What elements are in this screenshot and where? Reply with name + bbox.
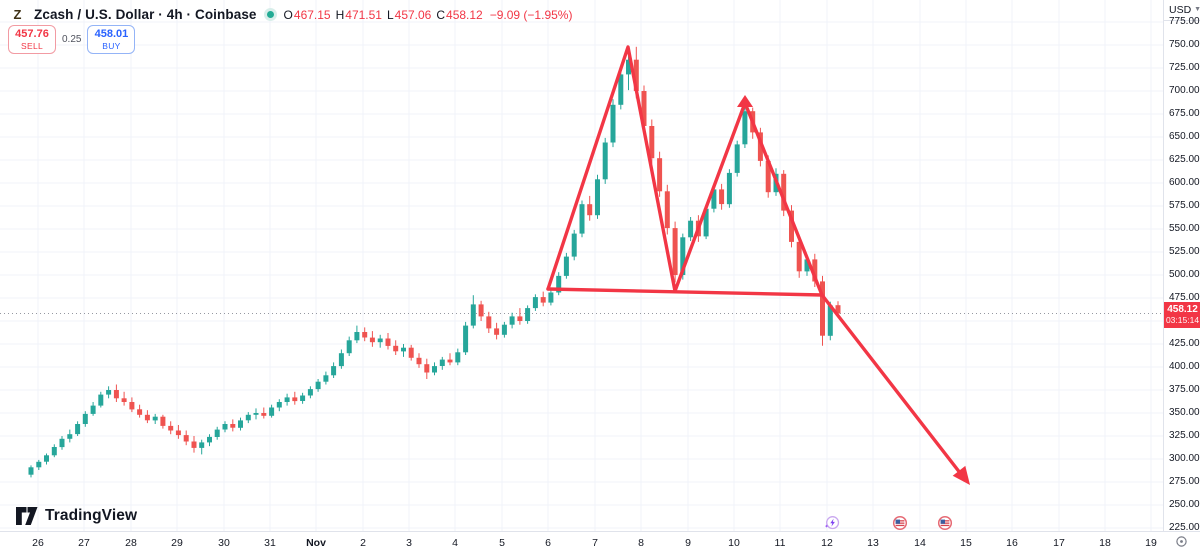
market-status-icon: [263, 8, 277, 21]
spread-value: 0.25: [62, 34, 82, 45]
currency-selector[interactable]: USD ▼: [1164, 0, 1200, 21]
price-tick-label: 625.00: [1169, 154, 1200, 165]
price-tick-label: 425.00: [1169, 338, 1200, 349]
buy-price: 458.01: [94, 27, 129, 40]
current-price-label: 458.12 03:15:14: [1164, 301, 1200, 328]
sell-button[interactable]: 457.76 SELL: [8, 25, 56, 54]
price-tick-label: 275.00: [1169, 476, 1200, 487]
price-tick-label: 750.00: [1169, 39, 1200, 50]
price-tick-label: 550.00: [1169, 223, 1200, 234]
price-tick-label: 400.00: [1169, 361, 1200, 372]
time-tick-label: 5: [499, 537, 505, 549]
price-tick-label: 375.00: [1169, 384, 1200, 395]
time-tick-label: 7: [592, 537, 598, 549]
time-tick-label: 13: [867, 537, 879, 549]
close-value: 458.12: [446, 7, 483, 22]
time-tick-label: 12: [821, 537, 833, 549]
time-tick-label: 4: [452, 537, 458, 549]
time-tick-label: 29: [171, 537, 183, 549]
time-tick-label: 9: [685, 537, 691, 549]
price-tick-label: 675.00: [1169, 108, 1200, 119]
time-tick-label: 16: [1006, 537, 1018, 549]
double-top-pattern-drawing: [546, 45, 970, 485]
us-economic-event-icon[interactable]: [892, 515, 908, 531]
symbol-title[interactable]: Zcash / U.S. Dollar · 4h · Coinbase: [34, 7, 257, 22]
time-tick-label: 18: [1099, 537, 1111, 549]
price-tick-label: 600.00: [1169, 177, 1200, 188]
time-tick-label: 8: [638, 537, 644, 549]
trade-widget: 457.76 SELL 0.25 458.01 BUY: [8, 25, 136, 54]
crypto-event-icon[interactable]: [824, 515, 840, 531]
time-tick-label: 10: [728, 537, 740, 549]
buy-button[interactable]: 458.01 BUY: [87, 25, 136, 54]
price-tick-label: 300.00: [1169, 453, 1200, 464]
time-tick-label: 17: [1053, 537, 1065, 549]
price-tick-label: 775.00: [1169, 16, 1200, 27]
price-tick-label: 575.00: [1169, 200, 1200, 211]
time-tick-label: 6: [545, 537, 551, 549]
time-tick-label: 15: [960, 537, 972, 549]
tradingview-logo-icon: [16, 507, 38, 525]
time-tick-label: 3: [406, 537, 412, 549]
bar-countdown: 03:15:14: [1165, 314, 1200, 325]
timezone-settings-button[interactable]: [1163, 531, 1200, 552]
price-tick-label: 475.00: [1169, 292, 1200, 303]
time-tick-label: 19: [1145, 537, 1157, 549]
close-label: C: [436, 7, 446, 22]
time-tick-label: 26: [32, 537, 44, 549]
tradingview-logo-text: TradingView: [45, 507, 138, 524]
us-economic-event-icon[interactable]: [937, 515, 953, 531]
high-label: H: [335, 7, 345, 22]
price-tick-label: 525.00: [1169, 246, 1200, 257]
price-axis[interactable]: USD ▼ 458.12 03:15:14 775.00 750.00 725.00 7…: [1163, 0, 1200, 533]
chart-header: Z Zcash / U.S. Dollar · 4h · Coinbase O4…: [8, 5, 573, 24]
chevron-down-icon: ▼: [1194, 6, 1200, 13]
high-value: 471.51: [345, 7, 382, 22]
zcash-symbol-icon: Z: [13, 7, 22, 22]
time-tick-label: 11: [774, 537, 786, 549]
price-tick-label: 325.00: [1169, 430, 1200, 441]
candlestick-chart: [0, 0, 1163, 531]
arrow-down-icon: [952, 465, 970, 485]
open-value: 467.15: [293, 7, 331, 22]
buy-label: BUY: [102, 40, 121, 51]
price-tick-label: 650.00: [1169, 131, 1200, 142]
time-tick-label: 28: [125, 537, 137, 549]
change-value: −9.09 (−1.95%): [489, 7, 573, 22]
price-tick-label: 250.00: [1169, 499, 1200, 510]
time-tick-label: 14: [914, 537, 926, 549]
time-tick-label: 27: [78, 537, 90, 549]
sell-label: SELL: [21, 40, 43, 51]
price-tick-label: 500.00: [1169, 269, 1200, 280]
current-price-value: 458.12: [1167, 303, 1198, 315]
currency-label: USD: [1169, 4, 1192, 16]
open-label: O: [283, 7, 293, 22]
price-tick-label: 225.00: [1169, 522, 1200, 533]
price-tick-label: 700.00: [1169, 85, 1200, 96]
sell-price: 457.76: [15, 27, 49, 40]
candlestick-series: [28, 46, 841, 478]
time-tick-label: 2: [360, 537, 366, 549]
price-tick-label: 350.00: [1169, 407, 1200, 418]
time-axis[interactable]: 25262728293031Nov23456789101112131415161…: [0, 531, 1200, 552]
ohlc-readout: O467.15 H471.51 L457.06 C458.12 −9.09 (−…: [284, 8, 573, 22]
time-tick-label: 31: [264, 537, 276, 549]
price-tick-label: 725.00: [1169, 62, 1200, 73]
low-label: L: [386, 7, 394, 22]
tradingview-logo[interactable]: TradingView: [16, 507, 137, 525]
time-tick-label: 30: [218, 537, 230, 549]
time-tick-label: Nov: [306, 537, 326, 549]
gear-icon: [1176, 536, 1187, 547]
low-value: 457.06: [394, 7, 432, 22]
